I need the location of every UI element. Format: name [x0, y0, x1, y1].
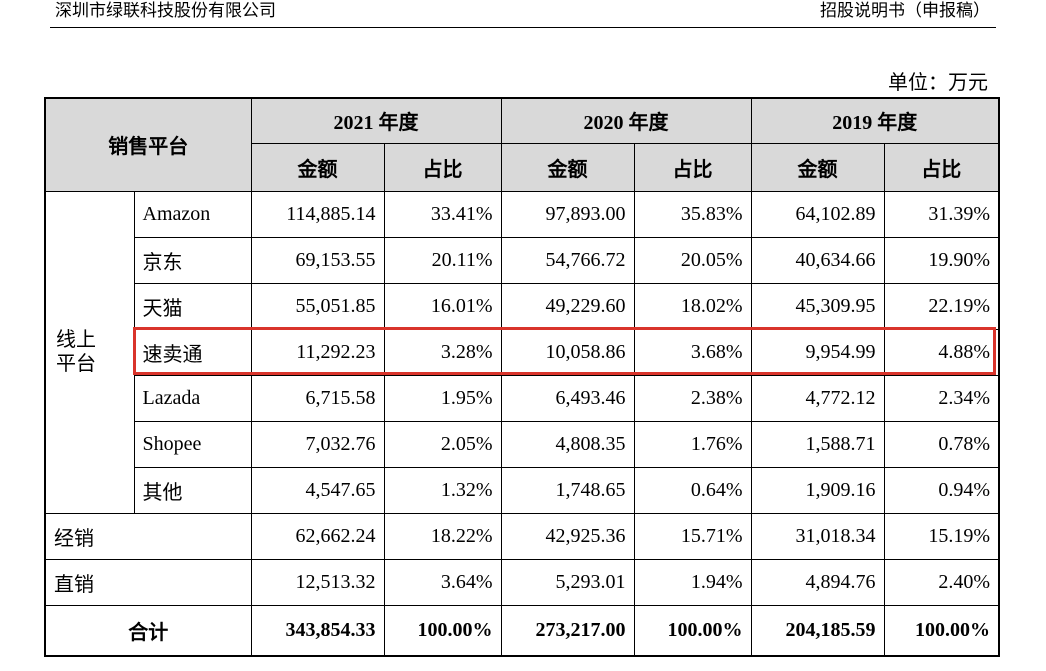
- share-cell: 1.32%: [383, 466, 502, 514]
- group-label: 线上平台: [44, 190, 135, 514]
- share-cell: 0.64%: [633, 466, 752, 514]
- data-row: 天猫 55,051.85 16.01% 49,229.60 18.02% 45,309.9…: [45, 282, 1000, 330]
- share-cell: 18.22%: [383, 512, 502, 560]
- amount-cell: 6,493.46: [500, 374, 635, 422]
- year-header: 2020 年度: [500, 97, 752, 144]
- share-cell: 2.05%: [383, 420, 502, 468]
- share-cell: 31.39%: [883, 190, 1000, 238]
- share-cell: 100.00%: [633, 604, 752, 657]
- sub-header: 占比: [633, 142, 752, 192]
- sub-header: 金额: [250, 142, 385, 192]
- row-label: 其他: [133, 466, 252, 514]
- data-row: 经销 62,662.24 18.22% 42,925.36 15.71% 31,018.3…: [44, 512, 1000, 560]
- amount-cell: 4,772.12: [750, 374, 885, 422]
- share-cell: 35.83%: [633, 190, 752, 238]
- amount-cell: 64,102.89: [750, 190, 885, 238]
- unit-label: 单位：万元: [888, 72, 988, 94]
- header-row: 销售平台 2021 年度 2020 年度 2019 年度: [44, 97, 1000, 192]
- data-row: 其他 4,547.65 1.32% 1,748.65 0.64% 1,909.16 0.94…: [45, 466, 1000, 514]
- share-cell: 1.94%: [633, 558, 752, 606]
- corner-header: 销售平台: [44, 97, 252, 192]
- amount-cell: 62,662.24: [250, 512, 385, 560]
- share-cell: 3.28%: [383, 328, 502, 376]
- share-cell: 33.41%: [383, 190, 502, 238]
- row-label: 速卖通: [133, 328, 252, 376]
- document-title: 招股说明书（申报稿）: [820, 1, 990, 20]
- sub-header: 金额: [750, 142, 885, 192]
- header-row: 金额 占比 金额 占比 金额 占比: [45, 142, 1000, 192]
- row-label: 天猫: [133, 282, 252, 330]
- data-row: Lazada 6,715.58 1.95% 6,493.46 2.38% 4,772.12…: [45, 374, 1000, 422]
- year-header: 2019 年度: [750, 97, 1000, 144]
- share-cell: 1.76%: [633, 420, 752, 468]
- row-label: Lazada: [133, 374, 252, 422]
- amount-cell: 11,292.23: [250, 328, 385, 376]
- amount-cell: 9,954.99: [750, 328, 885, 376]
- amount-cell: 45,309.95: [750, 282, 885, 330]
- data-row: 线上平台 Amazon 114,885.14 33.41% 97,893.00 35.83…: [44, 190, 1000, 514]
- row-label: 京东: [133, 236, 252, 284]
- data-row: 直销 12,513.32 3.64% 5,293.01 1.94% 4,894.76 2.4…: [44, 558, 1000, 606]
- share-cell: 0.78%: [883, 420, 1000, 468]
- data-row: Shopee 7,032.76 2.05% 4,808.35 1.76% 1,588.71…: [45, 420, 1000, 468]
- amount-cell: 1,588.71: [750, 420, 885, 468]
- sub-header: 金额: [500, 142, 635, 192]
- year-header: 2021 年度: [250, 97, 502, 144]
- share-cell: 20.05%: [633, 236, 752, 284]
- share-cell: 4.88%: [883, 328, 1000, 376]
- share-cell: 1.95%: [383, 374, 502, 422]
- share-cell: 0.94%: [883, 466, 1000, 514]
- share-cell: 2.40%: [883, 558, 1000, 606]
- amount-cell: 1,909.16: [750, 466, 885, 514]
- share-cell: 100.00%: [383, 604, 502, 657]
- amount-cell: 114,885.14: [250, 190, 385, 238]
- sub-header: 占比: [383, 142, 502, 192]
- amount-cell: 4,808.35: [500, 420, 635, 468]
- share-cell: 3.64%: [383, 558, 502, 606]
- amount-cell: 54,766.72: [500, 236, 635, 284]
- amount-cell: 6,715.58: [250, 374, 385, 422]
- amount-cell: 97,893.00: [500, 190, 635, 238]
- amount-cell: 69,153.55: [250, 236, 385, 284]
- amount-cell: 49,229.60: [500, 282, 635, 330]
- row-label: Amazon: [133, 190, 252, 238]
- amount-cell: 4,547.65: [250, 466, 385, 514]
- amount-cell: 4,894.76: [750, 558, 885, 606]
- amount-cell: 1,748.65: [500, 466, 635, 514]
- data-row: 速卖通 11,292.23 3.28% 10,058.86 3.68% 9,954.99 4…: [45, 328, 1000, 376]
- company-name: 深圳市绿联科技股份有限公司: [55, 1, 276, 20]
- share-cell: 20.11%: [383, 236, 502, 284]
- amount-cell: 42,925.36: [500, 512, 635, 560]
- share-cell: 15.71%: [633, 512, 752, 560]
- share-cell: 18.02%: [633, 282, 752, 330]
- amount-cell: 273,217.00: [500, 604, 635, 657]
- sub-header: 占比: [883, 142, 1000, 192]
- amount-cell: 7,032.76: [250, 420, 385, 468]
- amount-cell: 55,051.85: [250, 282, 385, 330]
- total-row: 合计 343,854.33 100.00% 273,217.00 100.00% 204,…: [44, 604, 1000, 657]
- share-cell: 22.19%: [883, 282, 1000, 330]
- amount-cell: 12,513.32: [250, 558, 385, 606]
- share-cell: 15.19%: [883, 512, 1000, 560]
- row-label: 合计: [44, 604, 252, 657]
- share-cell: 2.38%: [633, 374, 752, 422]
- amount-cell: 343,854.33: [250, 604, 385, 657]
- data-row: 京东 69,153.55 20.11% 54,766.72 20.05% 40,634.6…: [45, 236, 1000, 284]
- share-cell: 2.34%: [883, 374, 1000, 422]
- share-cell: 100.00%: [883, 604, 1000, 657]
- header-rule: [50, 27, 996, 28]
- amount-cell: 204,185.59: [750, 604, 885, 657]
- share-cell: 19.90%: [883, 236, 1000, 284]
- row-label: Shopee: [133, 420, 252, 468]
- row-label: 经销: [44, 512, 252, 560]
- share-cell: 3.68%: [633, 328, 752, 376]
- amount-cell: 40,634.66: [750, 236, 885, 284]
- amount-cell: 31,018.34: [750, 512, 885, 560]
- sales-table: 销售平台 2021 年度 2020 年度 2019 年度 金额 占比 金额 占比 金额 占比 线上平…: [44, 97, 1000, 657]
- share-cell: 16.01%: [383, 282, 502, 330]
- amount-cell: 10,058.86: [500, 328, 635, 376]
- row-label: 直销: [44, 558, 252, 606]
- amount-cell: 5,293.01: [500, 558, 635, 606]
